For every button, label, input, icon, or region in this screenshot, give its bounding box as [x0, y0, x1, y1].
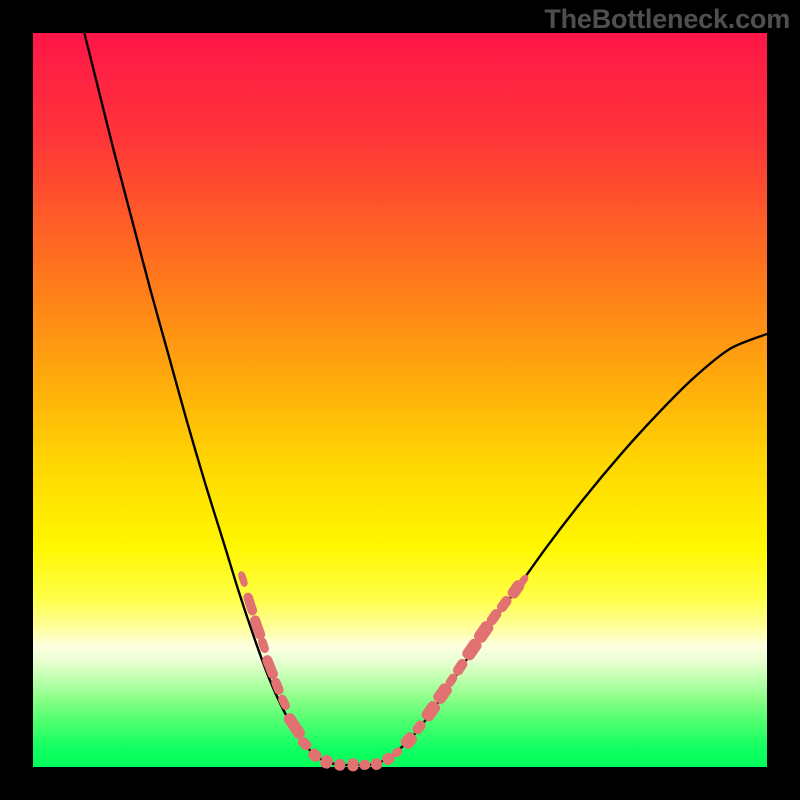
- curve-marker: [348, 758, 359, 771]
- plot-svg: [0, 0, 800, 800]
- plot-area: [33, 33, 767, 767]
- bottleneck-chart: { "meta": { "watermark_text": "TheBottle…: [0, 0, 800, 800]
